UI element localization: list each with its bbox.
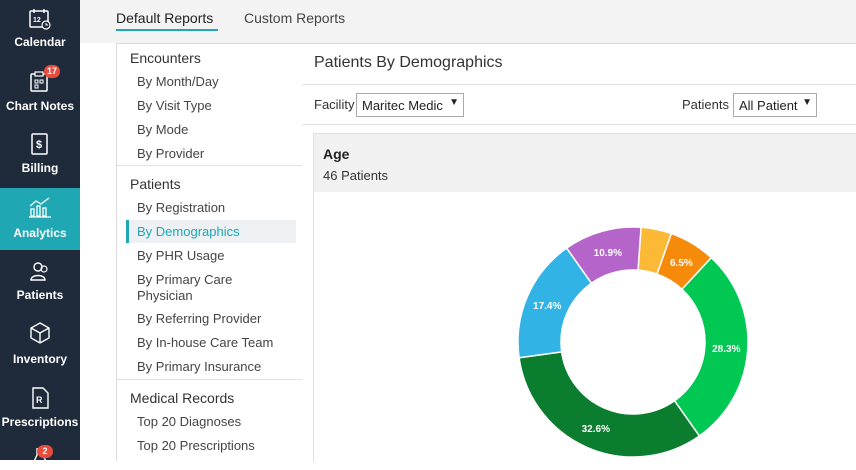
- prescriptions-icon: R: [32, 387, 49, 409]
- nav-label: Chart Notes: [5, 99, 74, 113]
- nav-label: Billing: [21, 161, 59, 175]
- menu-section-encounters: Encounters: [130, 50, 201, 66]
- tab-default-reports[interactable]: Default Reports: [116, 10, 214, 26]
- menu-item-by-primary-care-physician[interactable]: By Primary Care Physician: [137, 272, 233, 303]
- report-panel: Patients By Demographics Facility Marite…: [302, 43, 856, 462]
- menu-selection-highlight: [126, 220, 296, 243]
- nav-item-billing[interactable]: $ Billing: [0, 125, 80, 187]
- menu-item-by-demographics[interactable]: By Demographics: [137, 224, 240, 239]
- patients-select[interactable]: All Patient ▼: [733, 93, 817, 117]
- inventory-icon: [30, 322, 50, 344]
- patients-icon: [30, 262, 48, 281]
- card-title: Age: [323, 146, 350, 162]
- chart-notes-icon: [30, 71, 48, 92]
- menu-item-top-20-prescriptions[interactable]: Top 20 Prescriptions: [137, 438, 255, 453]
- nav-label: Analytics: [13, 226, 67, 240]
- patients-select-value: All Patient: [739, 98, 798, 113]
- facility-select[interactable]: Maritec Medic ▼: [356, 93, 464, 117]
- nav-item-analytics[interactable]: Analytics: [0, 188, 80, 250]
- active-tab-indicator: [116, 29, 218, 31]
- slice-label: 6.5%: [670, 258, 693, 269]
- nav-label: Prescriptions: [1, 415, 79, 429]
- nav-label: Patients: [16, 288, 64, 302]
- menu-item-by-phr-usage[interactable]: By PHR Usage: [137, 248, 225, 263]
- menu-section-medical-records: Medical Records: [130, 390, 235, 406]
- slice-label: 28.3%: [712, 344, 740, 355]
- menu-item-by-primary-insurance[interactable]: By Primary Insurance: [137, 359, 262, 374]
- nav-item-patients[interactable]: Patients: [0, 251, 80, 313]
- menu-section-patients: Patients: [130, 176, 181, 192]
- donut-slice[interactable]: [565, 226, 642, 285]
- patients-filter-label: Patients: [682, 97, 729, 112]
- facility-label: Facility: [314, 97, 355, 112]
- slice-label: 32.6%: [582, 424, 610, 435]
- menu-divider: [117, 379, 303, 380]
- dropdown-arrow-icon: ▼: [802, 97, 812, 108]
- report-menu: Encounters By Month/Day By Visit Type By…: [116, 43, 304, 461]
- nav-item-inventory[interactable]: Inventory: [0, 314, 80, 376]
- menu-item-top-20-diagnoses[interactable]: Top 20 Diagnoses: [137, 414, 242, 429]
- nav-item-lab[interactable]: 2: [0, 440, 80, 467]
- chart-notes-badge: 17: [44, 65, 60, 78]
- menu-item-by-registration[interactable]: By Registration: [137, 200, 226, 215]
- menu-item-by-mode[interactable]: By Mode: [137, 122, 189, 137]
- facility-select-value: Maritec Medic: [362, 98, 443, 113]
- report-tabs-bar: [80, 0, 856, 43]
- app-navigation: 12 Calendar 17 Chart Notes $ Billing: [0, 0, 80, 467]
- analytics-icon: [29, 197, 51, 218]
- slice-label: 17.4%: [533, 301, 561, 312]
- svg-text:12: 12: [33, 17, 41, 24]
- dropdown-arrow-icon: ▼: [449, 97, 459, 108]
- donut-slice[interactable]: [518, 351, 701, 458]
- age-report-card: Age 46 Patients 6.5% 28.3% 32.6% 17.4% 10.9%: [313, 133, 856, 462]
- patient-count: 46 Patients: [323, 168, 389, 183]
- nav-item-prescriptions[interactable]: R Prescriptions: [0, 377, 80, 439]
- divider: [302, 124, 856, 125]
- nav-item-calendar[interactable]: 12 Calendar: [0, 0, 80, 62]
- age-donut-chart: 6.5% 28.3% 32.6% 17.4% 10.9%: [517, 226, 749, 458]
- billing-icon: $: [31, 133, 48, 155]
- menu-item-by-visit-type[interactable]: By Visit Type: [137, 98, 212, 113]
- calendar-icon: 12: [29, 9, 51, 30]
- svg-text:$: $: [36, 139, 42, 151]
- tab-custom-reports[interactable]: Custom Reports: [244, 10, 346, 26]
- nav-label: Inventory: [12, 352, 67, 366]
- menu-item-by-month-day[interactable]: By Month/Day: [137, 74, 219, 89]
- nav-label: Calendar: [14, 35, 66, 49]
- menu-divider: [117, 165, 303, 166]
- menu-item-by-provider[interactable]: By Provider: [137, 146, 205, 161]
- menu-item-by-referring-provider[interactable]: By Referring Provider: [137, 311, 262, 326]
- menu-item-by-in-house-care-team[interactable]: By In-house Care Team: [137, 335, 274, 350]
- divider: [302, 84, 856, 85]
- slice-label: 10.9%: [594, 248, 622, 259]
- svg-text:R: R: [36, 395, 43, 405]
- nav-item-chart-notes[interactable]: 17 Chart Notes: [0, 62, 80, 124]
- card-header: Age 46 Patients: [314, 134, 856, 192]
- lab-badge: 2: [37, 445, 53, 458]
- page-title: Patients By Demographics: [314, 54, 503, 71]
